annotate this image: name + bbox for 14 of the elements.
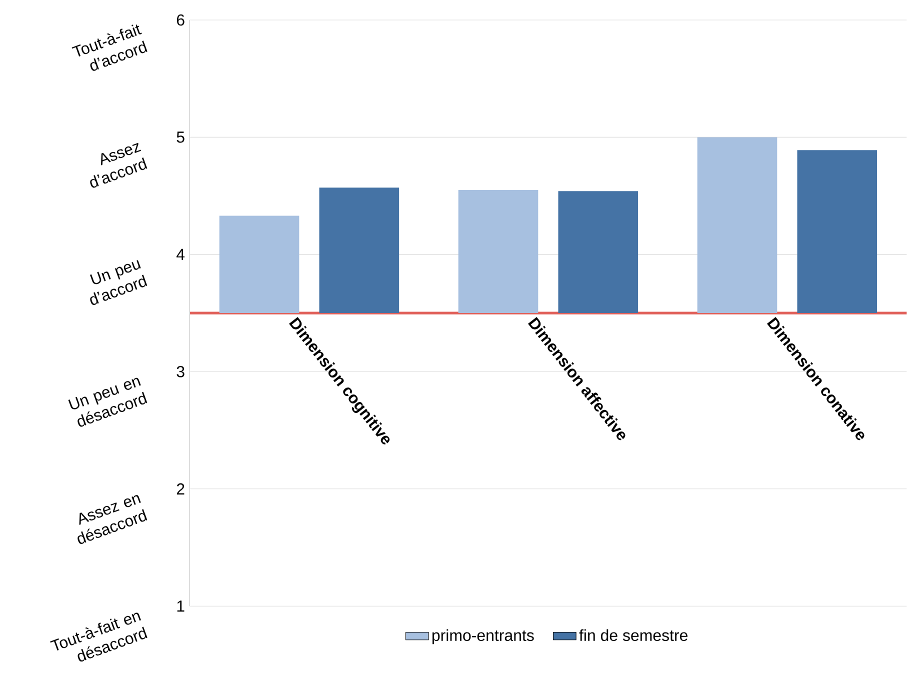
y-tick-label: 5 bbox=[176, 132, 184, 143]
bar bbox=[458, 190, 538, 314]
bar bbox=[797, 150, 878, 314]
y-tick-label: 6 bbox=[176, 14, 184, 26]
y-tick-label: 3 bbox=[176, 366, 184, 378]
y-tick-label: 1 bbox=[177, 600, 184, 612]
legend-label: primo-entrants bbox=[432, 629, 534, 644]
y-tick-label: 4 bbox=[176, 249, 185, 260]
y-tick-label: 2 bbox=[176, 483, 184, 495]
bar bbox=[558, 191, 638, 314]
bar bbox=[319, 188, 400, 314]
bar bbox=[697, 137, 778, 314]
legend-label: fin de semestre bbox=[579, 629, 688, 642]
bar bbox=[219, 216, 300, 314]
